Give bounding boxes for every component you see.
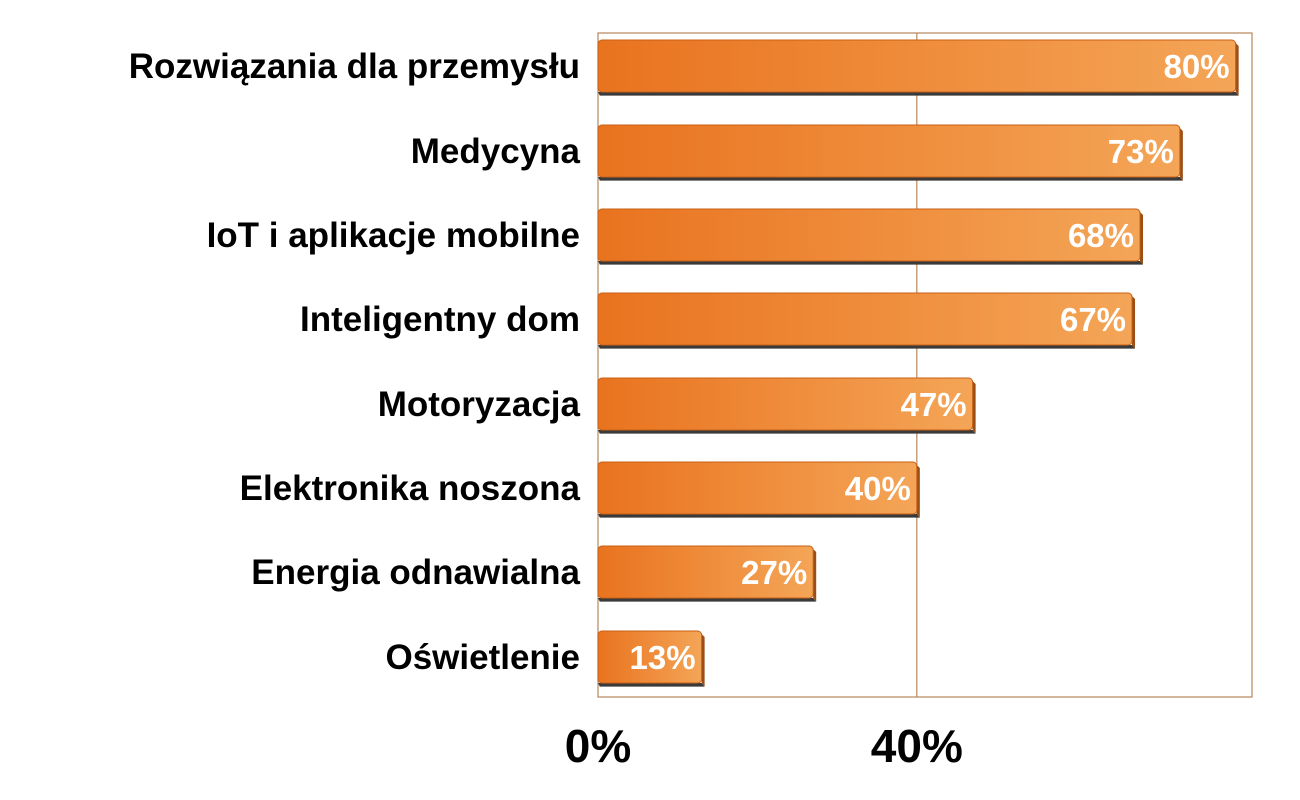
data-label: 47% — [901, 386, 967, 423]
x-tick-label: 0% — [565, 720, 631, 772]
bar-elektronika-noszona: 40% — [597, 461, 920, 518]
bars-group: 80% 73% 68% 67% 47% 40% 27% 13% — [597, 39, 1239, 687]
bar-3 — [597, 292, 1133, 346]
bar-rozwiazania-dla-przemyslu: 80% — [597, 39, 1239, 96]
category-label-iot-i-aplikacje-mobilne: IoT i aplikacje mobilne — [207, 216, 580, 255]
bar-side — [916, 465, 920, 518]
category-label-energia-odnawialna: Energia odnawialna — [251, 553, 580, 592]
bar-shadow — [598, 345, 1136, 349]
data-label: 67% — [1060, 301, 1126, 338]
category-label-rozwiazania-dla-przemyslu: Rozwiązania dla przemysłu — [129, 47, 580, 86]
bar-shadow — [598, 430, 976, 434]
bar-4 — [597, 377, 974, 431]
bar-side — [972, 381, 976, 434]
category-label-oswietlenie: Oświetlenie — [385, 638, 580, 677]
category-label-motoryzacja: Motoryzacja — [378, 385, 581, 424]
data-label: 68% — [1068, 217, 1134, 254]
data-label: 27% — [741, 554, 807, 591]
category-label-medycyna: Medycyna — [411, 132, 581, 171]
data-label: 13% — [630, 639, 696, 676]
bar-shadow — [598, 514, 920, 518]
bar-side — [701, 634, 705, 687]
bar-5 — [597, 461, 918, 515]
bar-side — [1132, 296, 1136, 349]
bar-energia-odnawialna: 27% — [597, 545, 817, 602]
bar-0 — [597, 39, 1237, 93]
x-axis-ticks: 0% 40% — [565, 720, 963, 772]
x-tick-label: 40% — [871, 720, 963, 772]
bar-shadow — [598, 177, 1183, 181]
bar-7 — [597, 630, 703, 684]
bar-motoryzacja: 47% — [597, 377, 976, 434]
bar-shadow — [598, 261, 1144, 265]
bar-medycyna: 73% — [597, 124, 1183, 181]
plot-frame — [597, 32, 1253, 698]
category-label-elektronika-noszona: Elektronika noszona — [240, 469, 581, 508]
data-label: 80% — [1164, 48, 1230, 85]
bar-2 — [597, 208, 1141, 262]
bar-side — [1235, 43, 1239, 96]
bar-side — [1140, 212, 1144, 265]
category-label-inteligentny-dom: Inteligentny dom — [300, 300, 580, 339]
data-label: 73% — [1108, 133, 1174, 170]
bar-shadow — [598, 683, 705, 687]
bar-1 — [597, 124, 1181, 178]
bar-6 — [597, 545, 814, 599]
bar-shadow — [598, 598, 817, 602]
data-label: 40% — [845, 470, 911, 507]
bar-side — [1179, 128, 1183, 181]
bar-iot-i-aplikacje-mobilne: 68% — [597, 208, 1144, 265]
bar-shadow — [598, 92, 1239, 96]
category-labels: Rozwiązania dla przemysłu Medycyna IoT i a… — [129, 47, 581, 677]
bar-side — [813, 549, 817, 602]
bar-inteligentny-dom: 67% — [597, 292, 1136, 349]
bar-oswietlenie: 13% — [597, 630, 705, 687]
